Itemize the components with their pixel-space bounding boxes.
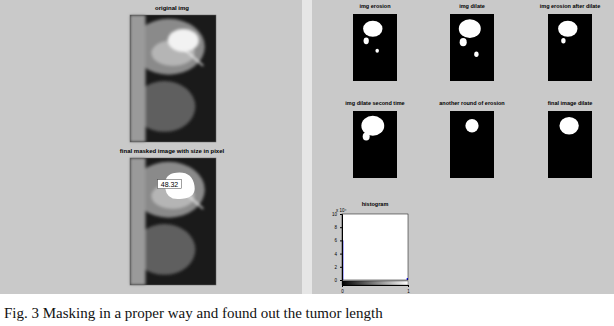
x-axis: 01 xyxy=(341,285,410,294)
y-axis: 0 2 4 6 8 10 xyxy=(332,212,343,283)
left-window xyxy=(0,0,302,294)
caption: Fig. 3 Masking in a proper way and found… xyxy=(4,305,383,321)
image-background xyxy=(548,14,592,81)
axis-multiplier: x 10⁴ xyxy=(336,208,347,213)
y-tick-label: 6 xyxy=(334,238,337,243)
annotation: 48.32 xyxy=(161,181,179,188)
plot-background xyxy=(342,214,408,280)
mask-blob xyxy=(460,38,467,46)
y-tick-label: 4 xyxy=(334,252,337,257)
x-tick: 1 xyxy=(407,285,410,294)
tissue-chest xyxy=(130,15,145,142)
y-axis-line xyxy=(340,215,343,281)
y-tick: 8 xyxy=(334,225,342,230)
gray-strip xyxy=(342,281,408,285)
mask-blob xyxy=(559,117,578,134)
mask-blob xyxy=(364,37,369,44)
panel-title: final image dilate xyxy=(548,100,593,106)
x-tick-label: 1 xyxy=(407,289,410,294)
x-tick: 0 xyxy=(341,285,344,294)
tissue xyxy=(130,15,205,142)
image-background xyxy=(130,15,216,142)
mammogram-image: 48.32 xyxy=(130,158,216,285)
y-tick-label: 2 xyxy=(334,265,337,270)
panel-title: original img xyxy=(155,5,189,11)
image-background xyxy=(450,14,494,81)
tissue xyxy=(130,158,205,285)
image-background xyxy=(130,158,216,285)
mask-blob xyxy=(465,119,478,132)
y-tick-mark xyxy=(340,280,342,281)
mask-blob xyxy=(561,38,565,43)
y-tick: 10 xyxy=(332,212,342,217)
y-tick: 0 xyxy=(334,278,342,283)
mask-image xyxy=(450,14,494,81)
x-axis-line xyxy=(343,286,409,288)
divider xyxy=(302,0,312,294)
y-tick: 2 xyxy=(334,265,342,270)
y-tick-mark xyxy=(340,267,342,268)
panel-title: final masked image with size in pixel xyxy=(120,148,225,154)
mammogram-image xyxy=(130,15,216,142)
bars xyxy=(342,240,408,280)
y-tick-mark xyxy=(340,214,342,215)
x-tick-mark xyxy=(342,285,343,287)
mask-blob xyxy=(375,49,379,53)
mask-image xyxy=(353,111,397,178)
panel-title: img dilate second time xyxy=(345,100,404,106)
mask-image xyxy=(450,111,494,178)
panel-title: img dilate xyxy=(459,3,485,9)
panel-title: img erosion after dilate xyxy=(540,3,601,9)
tissue-chest xyxy=(130,158,145,285)
right-window xyxy=(312,0,614,294)
tumor xyxy=(168,29,199,52)
plot-frame xyxy=(342,214,408,280)
y-tick-mark xyxy=(340,227,342,228)
annotation-box xyxy=(158,180,182,189)
mask-image xyxy=(548,111,592,178)
x-tick-mark xyxy=(408,285,409,287)
mask-image xyxy=(353,14,397,81)
panel-title: img erosion xyxy=(359,3,391,9)
mask-blob xyxy=(363,132,370,140)
y-tick-label: 10 xyxy=(332,212,338,217)
y-tick-mark xyxy=(340,240,342,241)
image-background xyxy=(450,111,494,178)
image-frame xyxy=(130,158,216,285)
image-background xyxy=(548,111,592,178)
y-tick: 6 xyxy=(334,238,342,243)
mask-blob xyxy=(363,21,382,37)
mask-blob xyxy=(459,19,481,38)
y-tick-mark xyxy=(340,254,342,255)
chart-title: histogram xyxy=(362,201,389,207)
mask-blob xyxy=(558,21,577,37)
image-frame xyxy=(130,15,216,142)
y-tick-label: 0 xyxy=(334,278,337,283)
panel-title: another round of erosion xyxy=(439,100,505,106)
mask-blob xyxy=(474,52,478,57)
y-tick-label: 8 xyxy=(334,225,337,230)
image-background xyxy=(353,111,397,178)
mask-image xyxy=(548,14,592,81)
x-tick-label: 0 xyxy=(341,289,344,294)
image-background xyxy=(353,14,397,81)
y-tick: 4 xyxy=(334,252,342,257)
figure: Fig. 3 Masking in a proper way and found… xyxy=(0,0,614,326)
mask-blob xyxy=(361,116,384,136)
